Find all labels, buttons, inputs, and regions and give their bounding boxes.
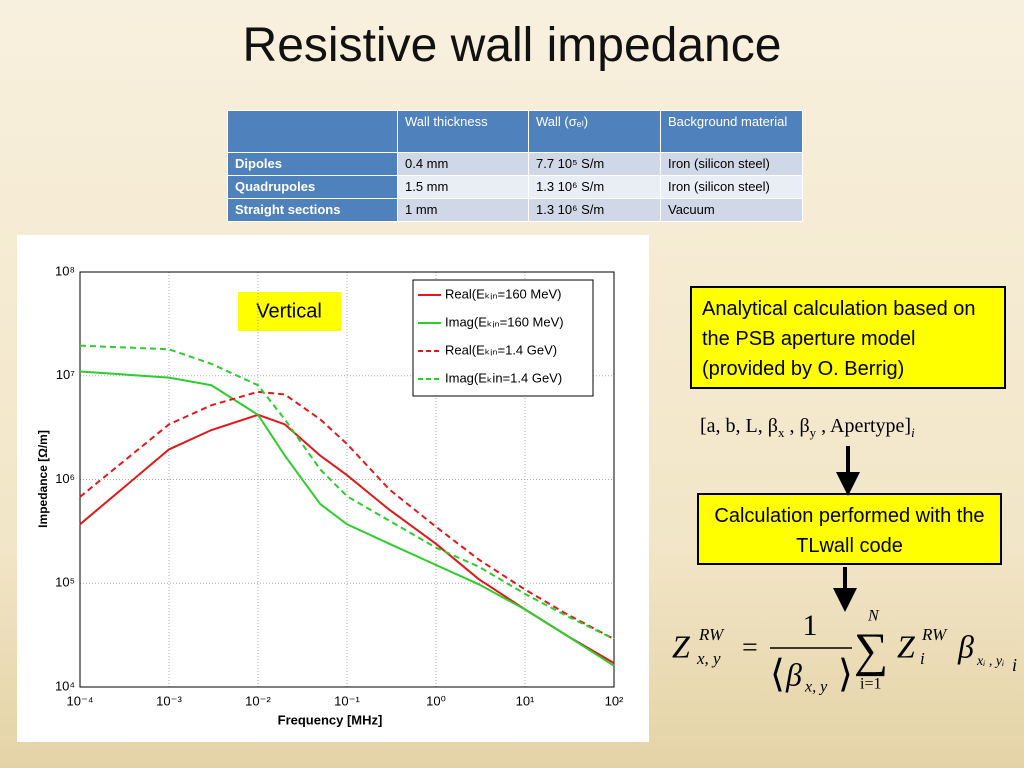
formula-part: ∑: [854, 624, 888, 677]
table-header: Wall thickness Wall (σₑₗ) Background mater…: [227, 110, 803, 153]
x-tick-label: 10⁰: [426, 693, 446, 708]
cell: Vacuum: [660, 198, 803, 222]
x-tick-label: 10⁻⁴: [67, 693, 94, 708]
info-box: Calculation performed with the TLwall co…: [697, 493, 1002, 565]
parameter-part: [a, b, L, β: [700, 415, 778, 437]
info-box: Analytical calculation based on the PSB …: [690, 286, 1006, 389]
plot-frame: [79, 271, 615, 688]
line-series: [79, 344, 615, 640]
parameter-part: x: [777, 425, 785, 440]
x-tick-label: 10¹: [516, 693, 535, 708]
formula-part: 1: [803, 609, 818, 642]
cell: 0.4 mm: [397, 152, 529, 176]
formula-part: β: [785, 656, 802, 692]
formula-part: i=1: [860, 676, 881, 693]
formula-part: xᵢ , yᵢ: [976, 654, 1004, 669]
chart: Vertical Frequency [MHz] Impedance [Ω/m]…: [17, 235, 649, 742]
bracket: ⟨: [770, 654, 785, 696]
formula-part: x, y: [696, 649, 721, 668]
x-axis-label: Frequency [MHz]: [278, 712, 383, 727]
x-tick-label: 10⁻¹: [334, 693, 360, 708]
x-tick-label: 10²: [605, 693, 624, 708]
cell: 7.7 10⁵ S/m: [528, 152, 661, 176]
header-cell: Wall thickness: [397, 110, 529, 153]
row-label: Quadrupoles: [227, 175, 398, 199]
wall-table: Wall thickness Wall (σₑₗ) Background mater…: [227, 110, 803, 222]
y-tick-label: 10⁶: [55, 471, 75, 486]
row-label: Dipoles: [227, 152, 398, 176]
formula-part: i: [920, 649, 925, 668]
header-cell: [227, 110, 398, 153]
formula-part: Z: [897, 628, 916, 664]
bracket: ⟩: [838, 654, 853, 696]
formula-part: Z: [672, 628, 691, 664]
cell: 1 mm: [397, 198, 529, 222]
row-label: Straight sections: [227, 198, 398, 222]
formula-part: β: [957, 628, 974, 664]
y-tick-label: 10⁸: [55, 263, 75, 278]
cell: Iron (silicon steel): [660, 175, 803, 199]
annotation-box: [238, 292, 341, 331]
header-cell: Background material: [660, 110, 803, 153]
table-row: Dipoles 0.4 mm 7.7 10⁵ S/m Iron (silicon st…: [227, 152, 803, 176]
line-series: [79, 370, 615, 667]
y-tick-label: 10⁴: [55, 678, 75, 693]
table-row: Straight sections 1 mm 1.3 10⁶ S/m Vacuum: [227, 198, 803, 222]
parameter-part: y: [809, 425, 817, 440]
legend-label: Imag(Eₖᵢₙ=160 MeV): [445, 314, 564, 329]
parameter-part: i: [911, 425, 915, 440]
legend-label: Real(Eₖᵢₙ=160 MeV): [445, 286, 561, 301]
formula-part: N: [867, 608, 880, 625]
cell: 1.3 10⁶ S/m: [528, 198, 661, 222]
y-axis-label: Impedance [Ω/m]: [36, 430, 50, 528]
cell: 1.5 mm: [397, 175, 529, 199]
formula: Z RW x, y = 1 ⟨ β x, y ⟩ ∑ N i=1 Z RW i …: [672, 608, 1017, 696]
formula-part: RW: [921, 625, 948, 644]
x-tick-label: 10⁻³: [156, 693, 182, 708]
annotation: Vertical: [256, 300, 322, 322]
legend-box: [412, 279, 594, 397]
formula-part: i: [1012, 655, 1017, 675]
parameter-part: , β: [784, 415, 810, 437]
slide-title: Resistive wall impedance: [242, 19, 782, 72]
cell: 1.3 10⁶ S/m: [528, 175, 661, 199]
legend-label: Imag(Eₖin=1.4 GeV): [445, 370, 562, 385]
legend-label: Real(Eₖᵢₙ=1.4 GeV): [445, 342, 557, 357]
cell: Iron (silicon steel): [660, 152, 803, 176]
parameters: [a, b, L, βx , βy , Apertype]i: [700, 415, 915, 441]
formula-part: =: [742, 632, 758, 663]
line-series: [79, 390, 615, 640]
formula-part: RW: [698, 625, 725, 644]
parameter-part: , Apertype]: [816, 415, 912, 437]
header-cell: Wall (σₑₗ): [528, 110, 661, 153]
y-tick-label: 10⁷: [56, 367, 75, 382]
x-tick-label: 10⁻²: [245, 693, 271, 708]
table-row: Quadrupoles 1.5 mm 1.3 10⁶ S/m Iron (silico…: [227, 175, 803, 199]
formula-part: x, y: [804, 679, 828, 696]
y-tick-label: 10⁵: [55, 575, 75, 590]
